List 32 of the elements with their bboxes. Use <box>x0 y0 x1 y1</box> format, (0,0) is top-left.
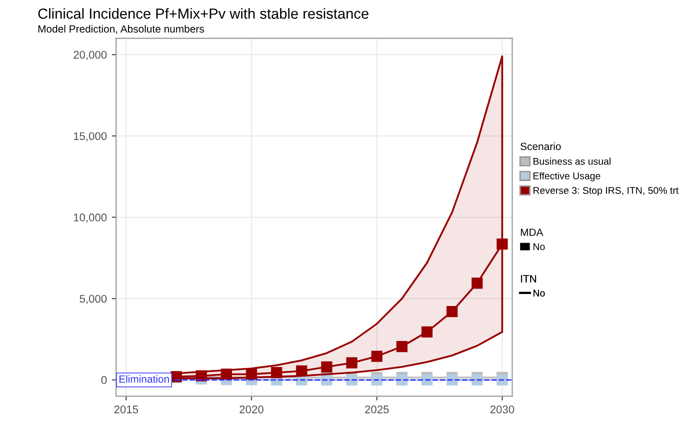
point <box>472 278 483 289</box>
x-tick-label: 2020 <box>240 406 264 414</box>
point <box>421 326 433 338</box>
point <box>421 374 433 386</box>
y-tick-label: 20,000 <box>74 50 107 60</box>
y-tick-label: 15,000 <box>74 132 107 142</box>
point <box>321 361 332 372</box>
chart-subtitle: Model Prediction, Absolute numbers <box>38 24 204 34</box>
y-tick-label: 0 <box>101 376 107 384</box>
text: MDA <box>520 228 544 236</box>
legend-label: Business as usual <box>534 158 610 165</box>
x-tick-label: 2015 <box>114 406 138 414</box>
x-tick-label: 2025 <box>365 406 389 414</box>
point <box>296 365 308 377</box>
legend-title: Scenario <box>520 142 561 150</box>
ref-line-label: Elimination <box>119 375 169 383</box>
x-tick-label: 2030 <box>490 406 514 414</box>
y-tick-label: 10,000 <box>74 214 107 223</box>
point <box>496 374 508 386</box>
text: No <box>534 243 545 250</box>
point <box>496 238 508 250</box>
legend-label: Effective Usage <box>534 172 600 182</box>
text: No <box>534 290 545 297</box>
chart-title: Clinical Incidence Pf+Mix+Pv with stable resistance <box>38 8 368 19</box>
point <box>371 374 382 386</box>
point <box>396 341 408 352</box>
point <box>346 357 358 368</box>
y-tick-label: 5,000 <box>80 294 107 304</box>
text: ITN <box>521 275 536 282</box>
point <box>446 306 458 318</box>
legend-label: Reverse 3: Stop IRS, ITN, 50% trt <box>534 187 679 196</box>
point <box>371 350 382 362</box>
